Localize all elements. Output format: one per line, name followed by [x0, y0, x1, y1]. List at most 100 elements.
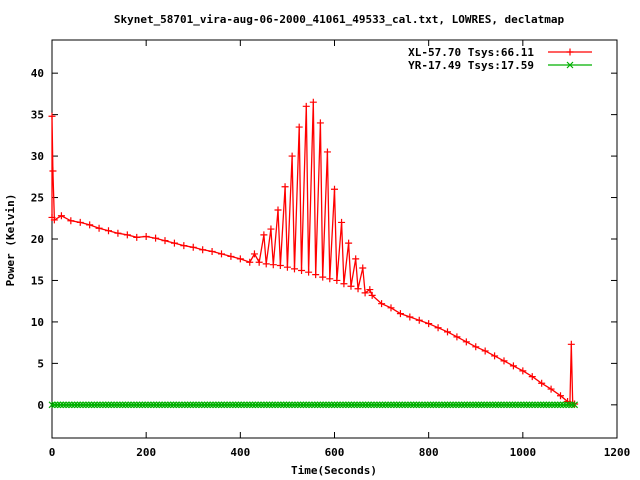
data-point [223, 401, 231, 409]
data-point [427, 401, 434, 409]
data-point [300, 401, 307, 409]
data-point [309, 98, 317, 106]
data-point [294, 401, 302, 409]
data-point [105, 227, 112, 235]
data-point [342, 401, 350, 409]
y-tick-label: 0 [37, 399, 44, 412]
data-point [71, 401, 79, 409]
data-point [150, 401, 158, 409]
data-point [396, 401, 403, 409]
data-point [538, 379, 546, 387]
data-point [133, 401, 141, 409]
data-point [396, 310, 404, 318]
data-point [345, 239, 353, 247]
data-point [319, 401, 327, 409]
data-point [359, 264, 367, 272]
y-tick-label: 20 [31, 233, 44, 246]
data-point [326, 275, 334, 283]
data-point [302, 102, 310, 110]
data-point [280, 401, 288, 409]
data-point [76, 401, 84, 409]
data-point [218, 401, 225, 409]
y-tick-label: 40 [31, 67, 44, 80]
data-point [158, 401, 166, 409]
data-point [105, 401, 112, 409]
data-point [350, 401, 358, 409]
x-axis-label: Time(Seconds) [291, 464, 377, 477]
data-point [421, 401, 429, 409]
data-point [308, 401, 316, 409]
data-point [93, 401, 101, 409]
data-point [155, 401, 163, 409]
data-point [319, 273, 327, 281]
data-point [260, 231, 268, 239]
data-point [362, 401, 369, 409]
data-point [455, 401, 463, 409]
data-point [500, 401, 508, 409]
data-point [406, 313, 414, 321]
data-point [331, 401, 338, 409]
data-point [486, 401, 494, 409]
data-point [548, 401, 556, 409]
data-point [298, 267, 306, 275]
data-point [263, 401, 271, 409]
data-point [528, 373, 536, 381]
data-point [352, 255, 360, 263]
data-point [568, 401, 576, 409]
data-point [480, 401, 488, 409]
data-point [198, 401, 206, 409]
data-point [364, 401, 372, 409]
data-point [74, 401, 81, 409]
data-point [281, 183, 289, 191]
data-point [153, 401, 160, 409]
data-point [557, 392, 564, 400]
data-point [475, 401, 482, 409]
data-point [528, 401, 536, 409]
data-point [565, 401, 573, 409]
data-point [361, 289, 369, 297]
data-point [107, 401, 115, 409]
data-point [557, 401, 564, 409]
data-point [209, 401, 217, 409]
data-point [260, 401, 268, 409]
data-point [347, 282, 355, 290]
data-point [51, 401, 59, 409]
data-point [404, 401, 412, 409]
data-point [336, 401, 344, 409]
data-point [250, 250, 258, 258]
data-point [62, 401, 70, 409]
chart-title: Skynet_58701_vira-aug-06-2000_41061_4953… [114, 13, 565, 26]
data-point [99, 401, 107, 409]
data-point [531, 401, 539, 409]
data-point [295, 123, 303, 131]
data-point [410, 401, 418, 409]
data-point [167, 401, 175, 409]
data-point [359, 401, 367, 409]
data-point [277, 401, 285, 409]
data-point [189, 401, 197, 409]
data-point [291, 401, 299, 409]
data-point [483, 401, 491, 409]
data-point [432, 401, 440, 409]
data-point [122, 401, 129, 409]
data-point [376, 401, 384, 409]
data-point [195, 401, 203, 409]
data-point [497, 401, 505, 409]
data-point [348, 401, 355, 409]
y-tick-label: 10 [31, 316, 44, 329]
data-point [503, 401, 511, 409]
data-point [49, 167, 57, 175]
data-point [311, 401, 319, 409]
data-point [492, 401, 499, 409]
data-point [119, 401, 127, 409]
data-point [227, 252, 235, 260]
data-point [170, 401, 177, 409]
data-point [67, 217, 75, 225]
data-point [110, 401, 118, 409]
data-point [387, 401, 395, 409]
data-point [571, 401, 579, 409]
data-point [268, 401, 276, 409]
legend-label: YR-17.49 Tsys:17.59 [408, 59, 534, 72]
data-point [113, 401, 121, 409]
data-point [288, 401, 296, 409]
